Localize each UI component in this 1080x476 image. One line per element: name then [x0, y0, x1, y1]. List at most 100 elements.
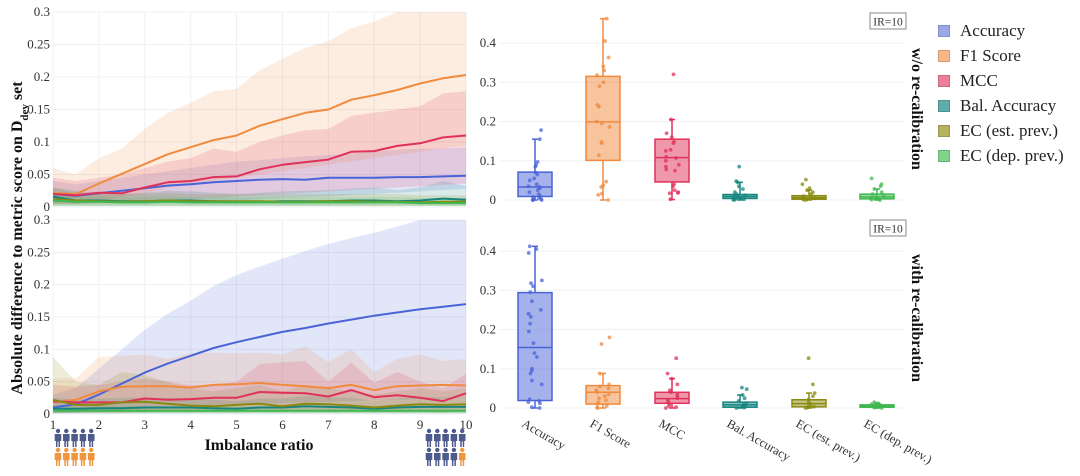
data-point [540, 278, 544, 283]
data-point [539, 198, 544, 202]
data-point [671, 141, 676, 146]
legend-swatch-bal-accuracy [938, 99, 950, 112]
legend-label: Bal. Accuracy [960, 95, 1057, 115]
data-point [528, 371, 533, 376]
band-mcc [53, 91, 466, 204]
data-point [742, 396, 747, 401]
data-point [535, 172, 540, 177]
data-point [526, 184, 531, 189]
x-axis-title: Imbalance ratio [205, 437, 314, 454]
data-point [878, 184, 883, 189]
data-point [530, 378, 534, 383]
box-iqr [654, 138, 690, 183]
x-category-label: Accuracy [520, 416, 569, 452]
legend-item-ec-est-prev[interactable]: EC (est. prev.) [938, 118, 1064, 143]
data-point [869, 197, 874, 202]
legend-item-accuracy[interactable]: Accuracy [938, 18, 1064, 43]
data-point [674, 156, 678, 160]
legend-item-f1-score[interactable]: F1 Score [938, 43, 1064, 68]
data-point [601, 80, 606, 85]
legend-item-bal-accuracy[interactable]: Bal. Accuracy [938, 93, 1064, 118]
data-point [870, 192, 875, 197]
data-point [669, 135, 674, 140]
x-tick-label: 4 [187, 417, 194, 432]
legend-item-mcc[interactable]: MCC [938, 68, 1064, 93]
data-point [872, 400, 877, 404]
data-point [664, 167, 669, 172]
data-point [597, 371, 602, 376]
line-accuracy [52, 303, 467, 409]
data-point [531, 197, 536, 202]
legend-item-ec-dep-prev[interactable]: EC (dep. prev.) [938, 143, 1064, 168]
data-point [539, 308, 543, 312]
x-category-label: Bal. Accuracy [725, 416, 794, 464]
data-point [878, 198, 882, 202]
y-tick-label: 0.25 [27, 244, 50, 259]
data-point [606, 392, 611, 397]
x-category-label: F1 Score [588, 416, 634, 451]
box-plot-without-recalibration: 0 0.1 0.2 0.3 0.4 [480, 16, 905, 207]
data-point [606, 198, 610, 202]
data-point [813, 196, 818, 201]
y-tick-label: 0.3 [480, 282, 496, 297]
data-point [879, 190, 884, 195]
data-point [879, 406, 884, 410]
data-point [528, 315, 533, 319]
y-tick-label: 0.15 [27, 102, 50, 117]
line-f1-score [52, 74, 467, 195]
data-point [664, 131, 669, 136]
y-tick-label: 0 [490, 192, 497, 207]
y-tick-label: 0.2 [34, 69, 50, 84]
data-point [539, 382, 544, 387]
person-minority-icon [79, 447, 87, 466]
data-point [740, 393, 745, 397]
box-iqr [585, 75, 621, 162]
y-tick-label: 0.2 [480, 114, 496, 129]
y-tick-label: 0.1 [480, 361, 496, 376]
y-tick-label: 0.4 [480, 35, 497, 50]
data-point [595, 402, 600, 406]
data-point [803, 406, 808, 410]
data-point [599, 185, 604, 189]
person-majority-icon [450, 447, 458, 466]
y-tick-label: 0.1 [34, 134, 50, 149]
legend-label: Accuracy [960, 20, 1026, 40]
y-tick-label: 0 [44, 406, 51, 421]
data-point [604, 398, 608, 402]
box-mcc [654, 356, 690, 410]
legend-label: MCC [960, 70, 998, 90]
ir-annotation-top: IR=10 [869, 12, 907, 30]
data-point [676, 162, 681, 167]
y-tick-label: 0.1 [480, 153, 496, 168]
data-point [599, 342, 604, 346]
box-ec-est-prev [791, 177, 827, 202]
data-point [533, 164, 538, 169]
data-point [600, 191, 604, 196]
data-point [663, 149, 668, 153]
data-point [531, 341, 536, 346]
y-axis-title: Absolute difference to metric score on D… [9, 81, 31, 395]
line-ec-est-prev [52, 398, 467, 409]
data-point [673, 168, 677, 173]
data-point [668, 147, 673, 152]
data-point [805, 188, 810, 193]
person-minority-icon [87, 447, 95, 466]
data-point [529, 281, 533, 286]
band-accuracy [53, 220, 466, 414]
legend-swatch-f1-score [938, 49, 950, 62]
data-point [811, 382, 815, 387]
box-accuracy [517, 244, 553, 410]
data-point [664, 154, 669, 159]
data-point [539, 128, 543, 133]
legend: Accuracy F1 Score MCC Bal. Accuracy EC (… [938, 18, 1064, 168]
data-point [667, 191, 672, 196]
data-point [675, 396, 680, 401]
data-point [671, 184, 675, 189]
x-tick-label: 2 [96, 417, 103, 432]
data-point [606, 55, 611, 60]
x-tick-label: 1 [50, 417, 57, 432]
box-accuracy [517, 128, 553, 202]
y-tick-label: 0.05 [27, 374, 50, 389]
data-point [535, 188, 540, 193]
data-point [526, 400, 531, 404]
